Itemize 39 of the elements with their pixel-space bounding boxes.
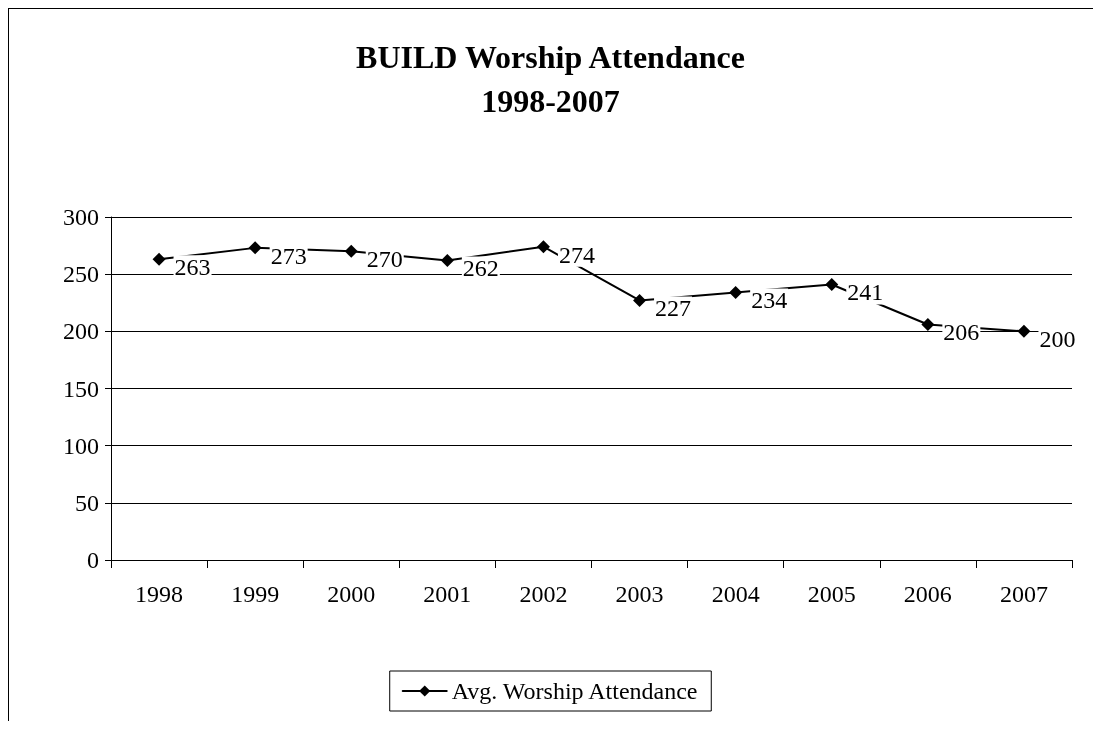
y-tick-label: 250 — [63, 261, 99, 288]
y-tick-label: 200 — [63, 318, 99, 345]
data-label: 200 — [1039, 326, 1076, 353]
x-tick-label: 2007 — [999, 581, 1048, 607]
x-tick-label: 1999 — [231, 581, 280, 607]
legend-label: Avg. Worship Attendance — [451, 678, 698, 704]
point — [536, 240, 550, 254]
y-tick-label: 300 — [63, 204, 99, 230]
point — [729, 285, 743, 299]
point — [1017, 324, 1031, 338]
point — [921, 317, 935, 331]
y-tick-label: 100 — [63, 432, 99, 459]
data-label: 262 — [462, 255, 499, 282]
point — [825, 277, 839, 291]
point — [248, 241, 262, 255]
data-label: 273 — [270, 242, 307, 269]
data-label: 241 — [847, 279, 884, 306]
data-label: 227 — [655, 295, 692, 322]
data-label: 270 — [366, 246, 403, 273]
x-tick-label: 2002 — [519, 581, 568, 607]
x-tick-label: 2003 — [615, 581, 664, 607]
x-tick-label: 2006 — [903, 581, 952, 607]
x-tick-label: 2000 — [327, 581, 376, 607]
data-label: 206 — [943, 319, 980, 346]
x-tick-label: 2001 — [423, 581, 472, 607]
y-tick-label: 150 — [63, 375, 99, 402]
data-label: 274 — [558, 241, 595, 268]
chart-title: BUILD Worship Attendance 1998-2007 — [356, 39, 745, 119]
data-label: 234 — [751, 287, 788, 314]
point — [344, 244, 358, 258]
x-tick-label: 1998 — [135, 581, 184, 607]
point — [633, 293, 647, 307]
data-label: 263 — [174, 254, 211, 281]
y-tick-label: 50 — [75, 489, 99, 516]
x-tick-label: 2004 — [711, 581, 760, 607]
x-tick-label: 2005 — [807, 581, 856, 607]
point — [152, 252, 166, 266]
y-tick-label: 0 — [87, 547, 99, 573]
point — [440, 253, 454, 267]
